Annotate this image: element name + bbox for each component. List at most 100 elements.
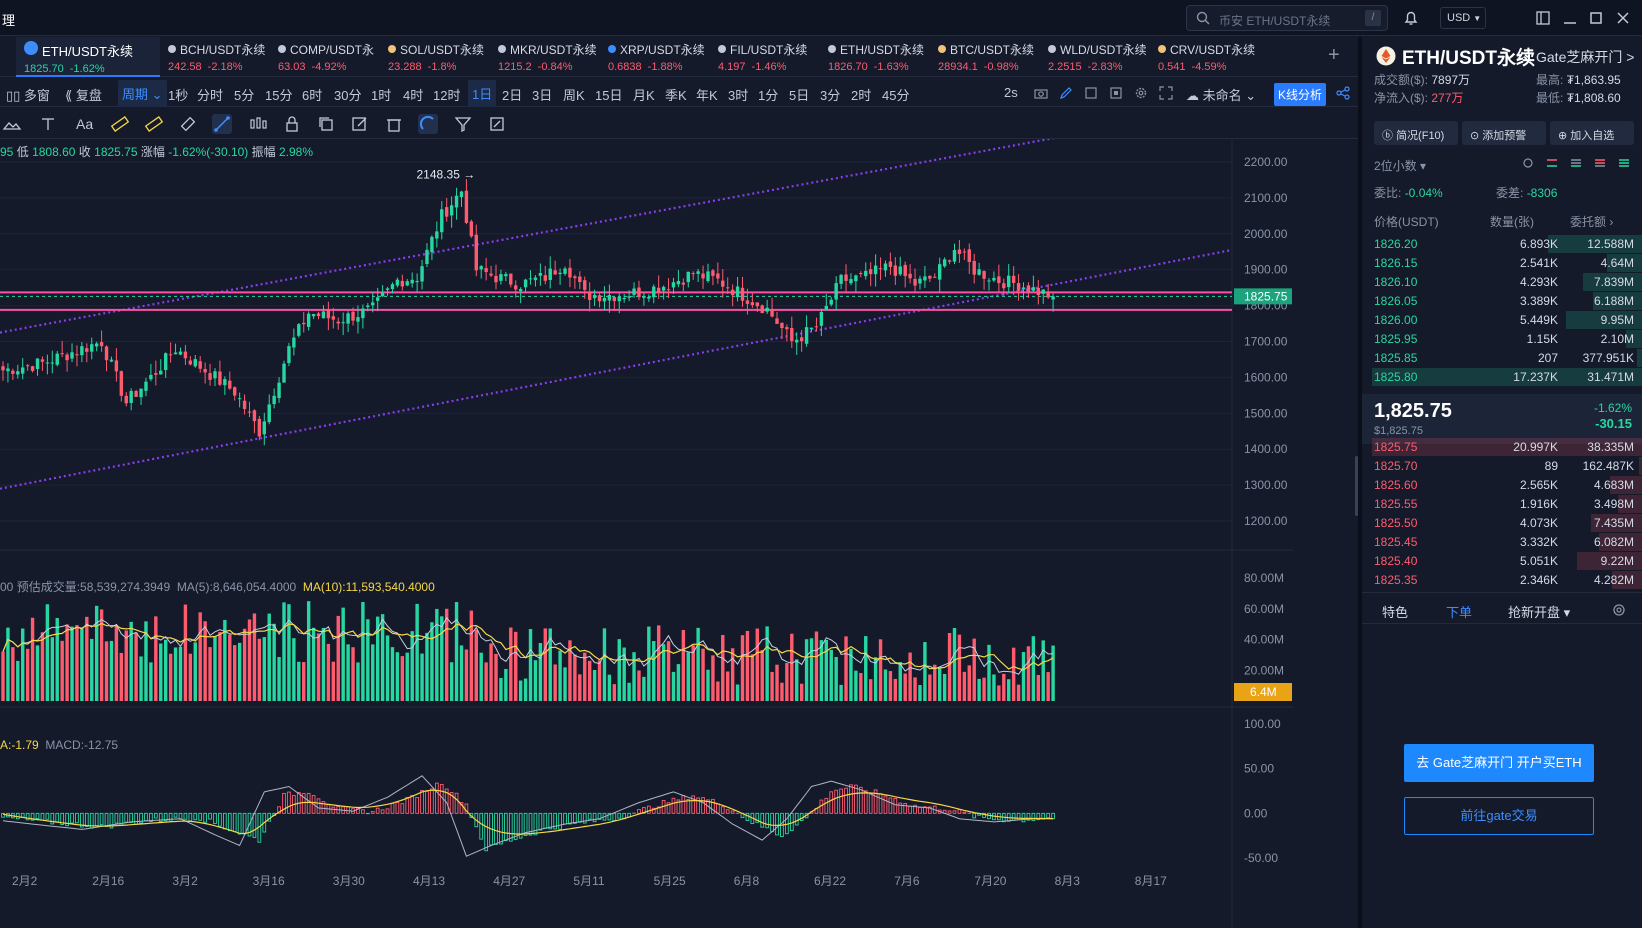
search-input[interactable]: 币安 ETH/USDT永续 / (1186, 5, 1388, 31)
orderbook-row[interactable]: 1825.70 89 162.487K (1362, 456, 1642, 476)
period-option[interactable]: 1秒 (168, 88, 189, 103)
ticker-tab[interactable]: ETH/USDT永续 1825.70 -1.62% (16, 37, 160, 77)
cursor-tool-icon[interactable] (38, 114, 58, 134)
lock-tool-icon[interactable] (282, 114, 302, 134)
period-option[interactable]: 4时 (403, 88, 424, 103)
orderbook-row[interactable]: 1825.60 2.565K 4.683M (1362, 475, 1642, 495)
share-icon[interactable] (1336, 86, 1350, 100)
edit-tool-icon[interactable] (350, 114, 370, 134)
period-option[interactable]: 15分 (265, 88, 293, 103)
orderbook-row[interactable]: 1826.10 4.293K 7.839M (1362, 272, 1642, 292)
add-watchlist-button[interactable]: ⊕ 加入自选 (1550, 121, 1634, 145)
tab-order[interactable]: 下单 (1446, 605, 1473, 620)
period-option[interactable]: 2日 (502, 88, 523, 103)
period-option[interactable]: 45分 (882, 88, 910, 103)
magnet-tool-icon[interactable] (144, 114, 164, 134)
ticker-tab[interactable]: ETH/USDT永续 1826.70 -1.63% (828, 37, 932, 77)
chart-scrollbar[interactable] (1355, 456, 1358, 516)
refresh-interval[interactable]: 2s (1004, 85, 1018, 100)
orderbook-row[interactable]: 1825.40 5.051K 9.22M (1362, 551, 1642, 571)
orderbook-row[interactable]: 1825.35 2.346K 4.282M (1362, 570, 1642, 590)
period-dropdown[interactable]: 周期 ⌄ (118, 80, 167, 107)
minimize-icon[interactable] (1561, 9, 1579, 27)
ticker-tab[interactable]: FIL/USDT永续 4.197 -1.46% (718, 37, 822, 77)
filter-icon[interactable] (453, 114, 473, 134)
add-tab-icon[interactable]: + (1328, 44, 1340, 66)
close-icon[interactable] (1614, 9, 1632, 27)
orderbook-row[interactable]: 1825.45 3.332K 6.082M (1362, 532, 1642, 552)
orderbook-row[interactable]: 1825.85 207 377.951K (1362, 348, 1642, 368)
period-option[interactable]: 年K (696, 88, 718, 103)
period-option[interactable]: 15日 (595, 88, 623, 103)
period-option[interactable]: 1日 (468, 80, 497, 107)
pen-icon[interactable] (1059, 86, 1073, 100)
period-option[interactable]: 3日 (532, 88, 553, 103)
ticker-tab[interactable]: COMP/USDT永 63.03 -4.92% (278, 37, 382, 77)
copy-tool-icon[interactable] (316, 114, 336, 134)
indicator-icon[interactable] (1109, 86, 1123, 100)
period-option[interactable]: 5分 (234, 88, 255, 103)
period-option[interactable]: 12时 (433, 88, 461, 103)
magnet-snap-icon[interactable] (418, 114, 438, 134)
decimals-select[interactable]: 2位小数 ▾ (1374, 159, 1427, 173)
eraser-tool-icon[interactable] (178, 114, 198, 134)
ticker-tab[interactable]: CRV/USDT永续 0.541 -4.59% (1158, 37, 1262, 77)
template-icon[interactable] (1084, 86, 1098, 100)
period-option[interactable]: 月K (633, 88, 655, 103)
orderbook-row[interactable]: 1826.00 5.449K 9.95M (1362, 310, 1642, 330)
settings-icon[interactable] (1522, 157, 1534, 169)
replay-button[interactable]: ⟪ 复盘 (65, 88, 102, 103)
period-option[interactable]: 30分 (334, 88, 362, 103)
ticker-tab[interactable]: WLD/USDT永续 2.2515 -2.83% (1048, 37, 1152, 77)
period-option[interactable]: 1时 (371, 88, 392, 103)
buy-view-icon[interactable] (1570, 157, 1582, 169)
orderbook-row[interactable]: 1826.05 3.389K 6.188M (1362, 291, 1642, 311)
pattern-tool-icon[interactable] (248, 114, 268, 134)
orderbook-row[interactable]: 1825.75 20.997K 38.335M (1362, 437, 1642, 457)
sell-view-icon[interactable] (1594, 157, 1606, 169)
sync-icon[interactable] (487, 114, 507, 134)
gate-link[interactable]: Gate芝麻开门 > (1536, 49, 1635, 65)
fullscreen-icon[interactable] (1159, 86, 1173, 100)
orderbook-row[interactable]: 1826.20 6.893K 12.588M (1362, 234, 1642, 254)
layout-name[interactable]: ☁ 未命名 ⌄ (1186, 88, 1257, 103)
popout-icon[interactable] (1534, 9, 1552, 27)
period-option[interactable]: 6时 (302, 88, 323, 103)
gear-icon[interactable] (1612, 603, 1626, 617)
period-option[interactable]: 3分 (820, 88, 841, 103)
trash-icon[interactable] (384, 114, 404, 134)
trendline-tool-icon[interactable] (212, 114, 232, 134)
kline-analysis-button[interactable]: K线分析 (1274, 83, 1327, 106)
period-option[interactable]: 2时 (851, 88, 872, 103)
open-account-button[interactable]: 去 Gate芝麻开门 开户买ETH (1404, 744, 1594, 782)
period-option[interactable]: 1分 (758, 88, 779, 103)
both-sides-view-icon[interactable] (1546, 157, 1558, 169)
period-option[interactable]: 季K (665, 88, 687, 103)
image-tool-icon[interactable] (2, 114, 22, 134)
orderbook-row[interactable]: 1826.15 2.541K 4.64M (1362, 253, 1642, 273)
add-alert-button[interactable]: ⊙ 添加预警 (1462, 121, 1546, 145)
tab-features[interactable]: 特色 (1382, 605, 1409, 620)
bell-icon[interactable] (1402, 9, 1420, 27)
ruler-tool-icon[interactable] (110, 114, 130, 134)
orderbook-row[interactable]: 1825.50 4.073K 7.435M (1362, 513, 1642, 533)
orderbook-row[interactable]: 1825.95 1.15K 2.10M (1362, 329, 1642, 349)
orderbook-row[interactable]: 1825.55 1.916K 3.498M (1362, 494, 1642, 514)
ticker-tab[interactable]: XRP/USDT永续 0.6838 -1.88% (608, 37, 712, 77)
multi-window-button[interactable]: ▯▯ 多窗 (6, 88, 50, 103)
period-option[interactable]: 分时 (197, 88, 224, 103)
f10-button[interactable]: ⓑ 简况(F10) (1374, 121, 1458, 145)
ticker-tab[interactable]: MKR/USDT永续 1215.2 -0.84% (498, 37, 602, 77)
list-view-icon[interactable] (1618, 157, 1630, 169)
tab-new-listing[interactable]: 抢新开盘 ▾ (1508, 605, 1571, 620)
text-tool-icon[interactable]: Aa (76, 116, 94, 132)
period-option[interactable]: 3时 (728, 88, 749, 103)
period-option[interactable]: 5日 (789, 88, 810, 103)
chart-canvas[interactable]: 2148.35 →2200.002100.002000.001900.00180… (0, 139, 1355, 928)
camera-icon[interactable] (1034, 86, 1048, 100)
orderbook-row[interactable]: 1825.80 17.237K 31.471M (1362, 367, 1642, 387)
gear-icon[interactable] (1134, 86, 1148, 100)
col-total-header[interactable]: 委托额 › (1570, 215, 1614, 229)
panel-divider[interactable] (1358, 37, 1362, 928)
ticker-tab[interactable]: SOL/USDT永续 23.288 -1.8% (388, 37, 492, 77)
